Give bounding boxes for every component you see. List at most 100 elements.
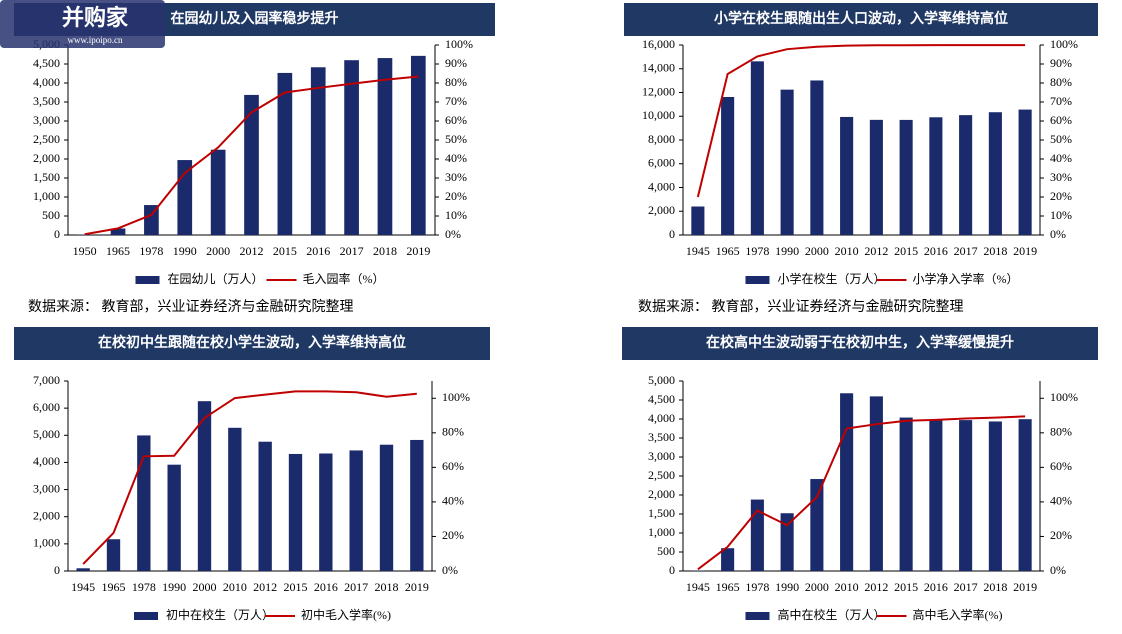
x-tick-label: 2016 [924, 244, 948, 258]
x-tick-label: 2000 [805, 580, 829, 594]
x-tick-label: 2015 [284, 580, 308, 594]
y-tick-label: 0 [54, 563, 60, 577]
y2-tick-label: 80% [445, 75, 467, 89]
bar [76, 568, 90, 571]
x-tick-label: 2017 [954, 244, 978, 258]
y2-tick-label: 60% [1050, 113, 1072, 127]
x-tick-label: 2015 [894, 580, 918, 594]
y2-tick-label: 60% [442, 459, 464, 473]
y2-tick-label: 60% [445, 113, 467, 127]
x-tick-label: 2016 [314, 580, 338, 594]
y2-tick-label: 50% [1050, 132, 1072, 146]
y2-tick-label: 20% [1050, 189, 1072, 203]
y2-tick-label: 50% [445, 132, 467, 146]
chart-title: 小学在校生跟随出生人口波动，入学率维持高位 [714, 10, 1008, 27]
bar [988, 112, 1002, 235]
y-tick-label: 8,000 [648, 132, 675, 146]
bar [691, 206, 705, 235]
chart-title: 在校高中生波动弱于在校初中生，入学率缓慢提升 [706, 334, 1014, 351]
y2-tick-label: 20% [442, 528, 464, 542]
y2-tick-label: 0% [445, 227, 461, 241]
bar [899, 119, 913, 235]
y2-tick-label: 60% [1050, 459, 1072, 473]
y-tick-label: 2,500 [33, 132, 60, 146]
bar [721, 548, 735, 571]
y2-tick-label: 30% [1050, 170, 1072, 184]
bar [177, 160, 193, 235]
bar [288, 453, 303, 571]
line [697, 415, 1026, 571]
bar [377, 58, 393, 236]
bar [210, 149, 226, 235]
y2-tick-label: 20% [445, 189, 467, 203]
bar [869, 396, 883, 571]
x-tick-label: 2018 [373, 244, 397, 258]
bar [410, 55, 426, 236]
y2-tick-label: 100% [1050, 390, 1078, 404]
y2-tick-label: 20% [1050, 528, 1072, 542]
x-tick-label: 2010 [835, 580, 859, 594]
y-tick-label: 4,500 [648, 392, 675, 406]
title-box [624, 3, 1098, 36]
bar [750, 499, 764, 571]
title-box [14, 327, 490, 360]
x-tick-label: 1950 [73, 244, 97, 258]
y-tick-label: 3,500 [33, 94, 60, 108]
y2-tick-label: 80% [442, 425, 464, 439]
bar [137, 435, 151, 571]
x-tick-label: 2019 [405, 580, 429, 594]
line [84, 75, 419, 236]
x-tick-label: 2012 [253, 580, 277, 594]
watermark-box [0, 0, 165, 48]
y2-tick-label: 30% [445, 170, 467, 184]
title-box [622, 327, 1098, 360]
bar [929, 420, 943, 571]
bar [197, 401, 212, 571]
y2-tick-label: 40% [445, 151, 467, 165]
y-tick-label: 0 [54, 227, 60, 241]
y2-tick-label: 90% [1050, 56, 1072, 70]
y2-tick-label: 90% [445, 56, 467, 70]
y2-tick-label: 100% [445, 37, 473, 51]
bar [77, 234, 93, 235]
x-tick-label: 1990 [775, 244, 799, 258]
x-tick-label: 2019 [406, 244, 430, 258]
bar [780, 513, 794, 571]
y2-tick-label: 100% [1050, 37, 1078, 51]
y-tick-label: 1,000 [33, 536, 60, 550]
x-tick-label: 2018 [375, 580, 399, 594]
x-tick-label: 2016 [924, 580, 948, 594]
legend-label: 毛入园率（%） [303, 271, 385, 286]
bar [310, 67, 326, 235]
x-tick-label: 2016 [306, 244, 330, 258]
x-tick-label: 1965 [102, 580, 126, 594]
x-tick-label: 1965 [716, 244, 740, 258]
y-tick-label: 5,000 [648, 373, 675, 387]
y-tick-label: 2,000 [648, 487, 675, 501]
bar [379, 444, 394, 571]
x-tick-label: 2012 [240, 244, 264, 258]
source-note: 数据来源： 教育部，兴业证券经济与金融研究院整理 [638, 299, 964, 315]
bar [167, 464, 181, 571]
bar [988, 421, 1002, 571]
bar [110, 228, 126, 235]
bar [810, 80, 824, 235]
source-note: 数据来源： 教育部，兴业证券经济与金融研究院整理 [28, 299, 354, 315]
legend-label: 在园幼儿（万人） [168, 272, 264, 286]
y-tick-label: 14,000 [642, 61, 675, 75]
x-tick-label: 2010 [223, 580, 247, 594]
x-tick-label: 2000 [805, 244, 829, 258]
y-tick-label: 6,000 [33, 400, 60, 414]
y2-tick-label: 0% [442, 563, 458, 577]
legend-label: 高中在校生（万人） [778, 607, 886, 622]
bar [959, 115, 973, 235]
x-tick-label: 2018 [983, 244, 1007, 258]
y-tick-label: 4,000 [648, 411, 675, 425]
x-tick-label: 2012 [864, 580, 888, 594]
bar [106, 539, 121, 571]
x-tick-label: 1965 [106, 244, 130, 258]
y-tick-label: 4,000 [648, 179, 675, 193]
watermark-name: 并购家 [62, 5, 129, 30]
legend-swatch [134, 612, 158, 620]
y-tick-label: 16,000 [642, 37, 675, 51]
